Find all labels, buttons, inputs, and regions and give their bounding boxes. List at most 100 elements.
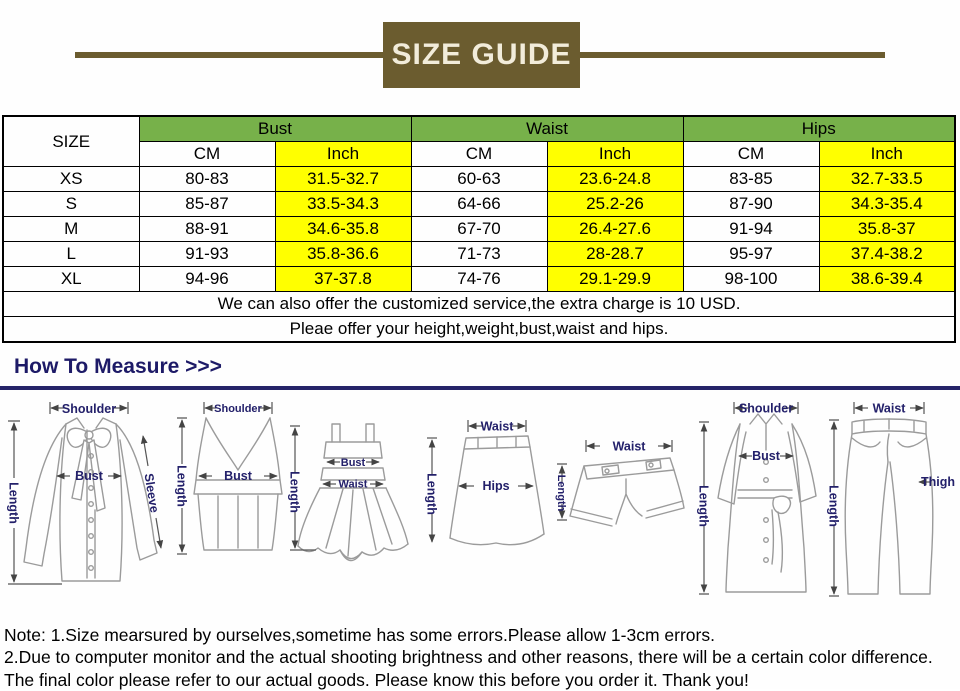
waist-cm-value: 71-73 [411,242,547,267]
coat-diagram: Shoulder Length Bust [694,398,826,606]
size-label: XL [3,267,139,292]
skirt-waist-label: Waist [481,419,515,433]
coat-outline [718,414,816,592]
shorts-diagram: Waist Length [554,436,694,536]
dress-outline [298,424,408,561]
hips-inch-header: Inch [819,142,955,167]
bust-cm-value: 80-83 [139,167,275,192]
size-row-l: L 91-93 35.8-36.6 71-73 28-28.7 95-97 37… [3,242,955,267]
offer-note-row: Pleae offer your height,weight,bust,wais… [3,317,955,343]
waist-inch-value: 23.6-24.8 [547,167,683,192]
size-label: S [3,192,139,217]
jeans-diagram: Waist Length Thigh [826,398,956,603]
bust-inch-value: 35.8-36.6 [275,242,411,267]
size-row-m: M 88-91 34.6-35.8 67-70 26.4-27.6 91-94 … [3,217,955,242]
how-to-measure-title: How To Measure >>> [14,355,960,379]
note-line-3: The final color please refer to our actu… [4,669,960,691]
hips-cm-value: 91-94 [683,217,819,242]
customized-service-note: We can also offer the customized service… [3,292,955,317]
bust-inch-value: 33.5-34.3 [275,192,411,217]
blouse-bust-label: Bust [75,469,104,483]
group-header-bust: Bust [139,116,411,142]
hips-inch-value: 35.8-37 [819,217,955,242]
hips-cm-value: 83-85 [683,167,819,192]
jeans-thigh-label: Thigh [921,475,955,489]
blouse-sleeve-label: Sleeve [141,472,161,513]
size-row-xs: XS 80-83 31.5-32.7 60-63 23.6-24.8 83-85… [3,167,955,192]
waist-cm-value: 64-66 [411,192,547,217]
size-label: XS [3,167,139,192]
measurements-request-note: Pleae offer your height,weight,bust,wais… [3,317,955,343]
measure-diagrams: Shoulder Length Bust Sleeve [4,398,956,610]
hips-inch-value: 38.6-39.4 [819,267,955,292]
footer-notes: Note: 1.Size mearsured by ourselves,some… [4,624,960,691]
hips-cm-value: 87-90 [683,192,819,217]
dress-bust-label: Bust [341,457,366,469]
waist-cm-value: 74-76 [411,267,547,292]
note-line-1: Note: 1.Size mearsured by ourselves,some… [4,624,960,647]
skirt-length-label: Length [425,473,439,515]
waist-inch-value: 25.2-26 [547,192,683,217]
group-header-hips: Hips [683,116,955,142]
banner-title: SIZE GUIDE [391,38,571,72]
hips-cm-value: 98-100 [683,267,819,292]
tank-top-length-label: Length [175,465,189,507]
coat-length-label: Length [696,485,710,527]
jeans-length-label: Length [826,485,840,527]
coat-shoulder-label: Shoulder [739,401,793,415]
size-row-xl: XL 94-96 37-37.8 74-76 29.1-29.9 98-100 … [3,267,955,292]
bust-cm-value: 88-91 [139,217,275,242]
jeans-outline [845,419,933,594]
hips-cm-value: 95-97 [683,242,819,267]
tank-top-outline [194,418,282,550]
blouse-outline [24,418,157,581]
hips-inch-value: 37.4-38.2 [819,242,955,267]
dress-diagram: Length Bust Waist [288,416,418,574]
waist-inch-value: 26.4-27.6 [547,217,683,242]
banner-section: SIZE GUIDE [0,0,960,115]
waist-cm-header: CM [411,142,547,167]
bust-inch-value: 31.5-32.7 [275,167,411,192]
measure-section-rule [0,386,960,390]
hips-inch-value: 32.7-33.5 [819,167,955,192]
tank-top-diagram: Shoulder Length Bust [174,398,288,568]
waist-cm-value: 67-70 [411,217,547,242]
shorts-outline [570,458,684,526]
tank-top-shoulder-label: Shoulder [214,403,262,415]
bust-cm-value: 85-87 [139,192,275,217]
group-header-row: SIZE Bust Waist Hips [3,116,955,142]
waist-inch-header: Inch [547,142,683,167]
blouse-dimensions: Shoulder Length Bust Sleeve [7,402,162,584]
bust-cm-header: CM [139,142,275,167]
size-table: SIZE Bust Waist Hips CM Inch CM Inch CM … [2,115,956,343]
hips-inch-value: 34.3-35.4 [819,192,955,217]
size-guide-banner: SIZE GUIDE [383,22,580,88]
skirt-hips-label: Hips [483,479,510,493]
bust-inch-header: Inch [275,142,411,167]
bust-cm-value: 94-96 [139,267,275,292]
waist-inch-value: 28-28.7 [547,242,683,267]
size-row-s: S 85-87 33.5-34.3 64-66 25.2-26 87-90 34… [3,192,955,217]
blouse-shoulder-label: Shoulder [62,402,116,416]
skirt-diagram: Waist Length Hips [418,416,553,556]
dress-length-label: Length [288,471,302,513]
dress-waist-label: Waist [339,478,368,490]
size-label: M [3,217,139,242]
note-line-2: 2.Due to computer monitor and the actual… [4,646,960,669]
shorts-length-label: Length [555,474,567,511]
size-column-header: SIZE [3,116,139,167]
service-note-row: We can also offer the customized service… [3,292,955,317]
bust-inch-value: 34.6-35.8 [275,217,411,242]
waist-cm-value: 60-63 [411,167,547,192]
unit-header-row: CM Inch CM Inch CM Inch [3,142,955,167]
hips-cm-header: CM [683,142,819,167]
tank-top-bust-label: Bust [224,469,253,483]
blouse-length-label: Length [7,482,21,524]
tank-top-dimensions: Shoulder Length Bust [175,402,278,554]
size-label: L [3,242,139,267]
waist-inch-value: 29.1-29.9 [547,267,683,292]
coat-bust-label: Bust [752,449,781,463]
jeans-waist-label: Waist [873,401,907,415]
bust-cm-value: 91-93 [139,242,275,267]
